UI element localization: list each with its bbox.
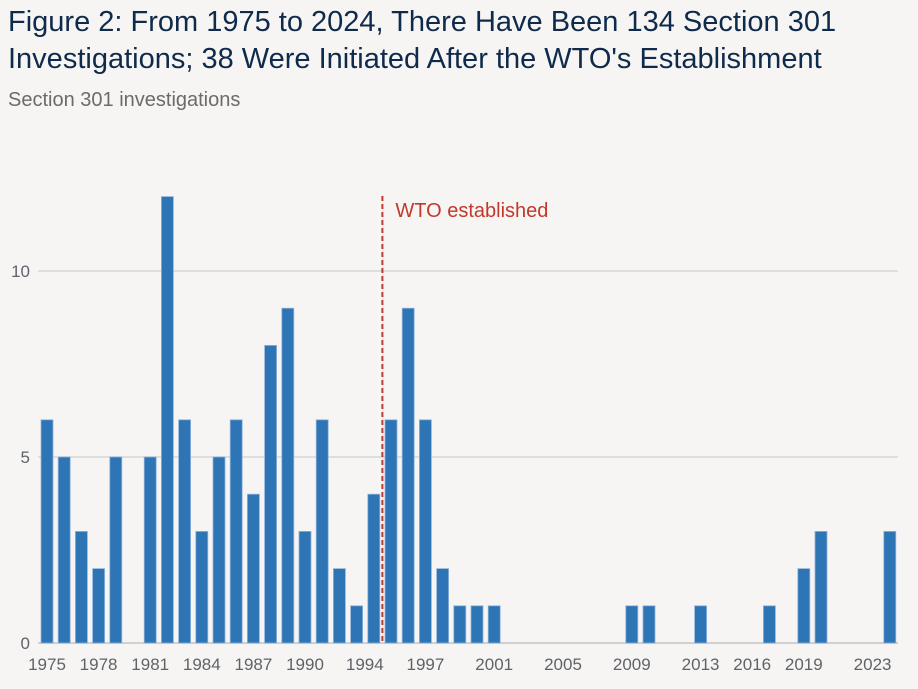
x-tick-label: 1994 — [346, 655, 384, 674]
bar-2009 — [625, 605, 639, 644]
x-tick-label: 1981 — [131, 655, 169, 674]
bar-2000 — [470, 605, 484, 644]
x-tick-label: 1975 — [28, 655, 66, 674]
bar-1999 — [453, 605, 467, 644]
bar-2020 — [814, 531, 828, 644]
bar-2024 — [883, 531, 897, 644]
bar-1997 — [418, 419, 432, 644]
bar-1988 — [264, 344, 278, 644]
x-tick-label: 1990 — [286, 655, 324, 674]
bar-1978 — [92, 568, 105, 644]
bar-2017 — [763, 605, 776, 644]
x-tick-label: 2001 — [475, 655, 513, 674]
bar-1996 — [401, 307, 415, 644]
x-tick-label: 2009 — [613, 655, 651, 674]
bar-1984 — [195, 531, 209, 644]
x-tick-label: 2023 — [854, 655, 892, 674]
bar-1977 — [75, 531, 88, 644]
chart-subtitle: Section 301 investigations — [8, 89, 241, 111]
bar-1979 — [109, 456, 123, 644]
bar-2019 — [797, 568, 811, 644]
x-tick-label: 2013 — [682, 655, 720, 674]
bar-1998 — [436, 568, 450, 644]
x-tick-label: 1987 — [234, 655, 272, 674]
y-tick-label: 5 — [21, 448, 30, 467]
bar-1976 — [57, 456, 71, 644]
x-tick-label: 1978 — [80, 655, 118, 674]
bar-1993 — [350, 605, 364, 644]
bar-1987 — [246, 493, 260, 644]
bar-1990 — [298, 531, 312, 644]
y-tick-label: 10 — [11, 262, 30, 281]
bar-1989 — [281, 307, 295, 644]
bar-2001 — [487, 605, 501, 644]
x-tick-label: 2005 — [544, 655, 582, 674]
x-tick-label: 1997 — [406, 655, 444, 674]
bar-1986 — [229, 419, 243, 644]
bar-1985 — [212, 456, 226, 644]
bar-1981 — [143, 456, 157, 644]
x-tick-label: 1984 — [183, 655, 221, 674]
chart-title: Figure 2: From 1975 to 2024, There Have … — [8, 6, 837, 75]
bar-1992 — [332, 568, 346, 644]
bar-1975 — [40, 419, 54, 644]
y-tick-label: 0 — [21, 634, 30, 653]
bar-2010 — [642, 605, 656, 644]
x-tick-label: 2016 — [733, 655, 771, 674]
bar-1995 — [384, 419, 398, 644]
bar-1994 — [367, 493, 381, 644]
bar-1982 — [160, 196, 174, 644]
bar-1983 — [178, 419, 192, 644]
bar-2013 — [694, 605, 707, 644]
x-tick-label: 2019 — [785, 655, 823, 674]
wto-established-label: WTO established — [395, 200, 548, 222]
bar-1991 — [315, 419, 329, 644]
